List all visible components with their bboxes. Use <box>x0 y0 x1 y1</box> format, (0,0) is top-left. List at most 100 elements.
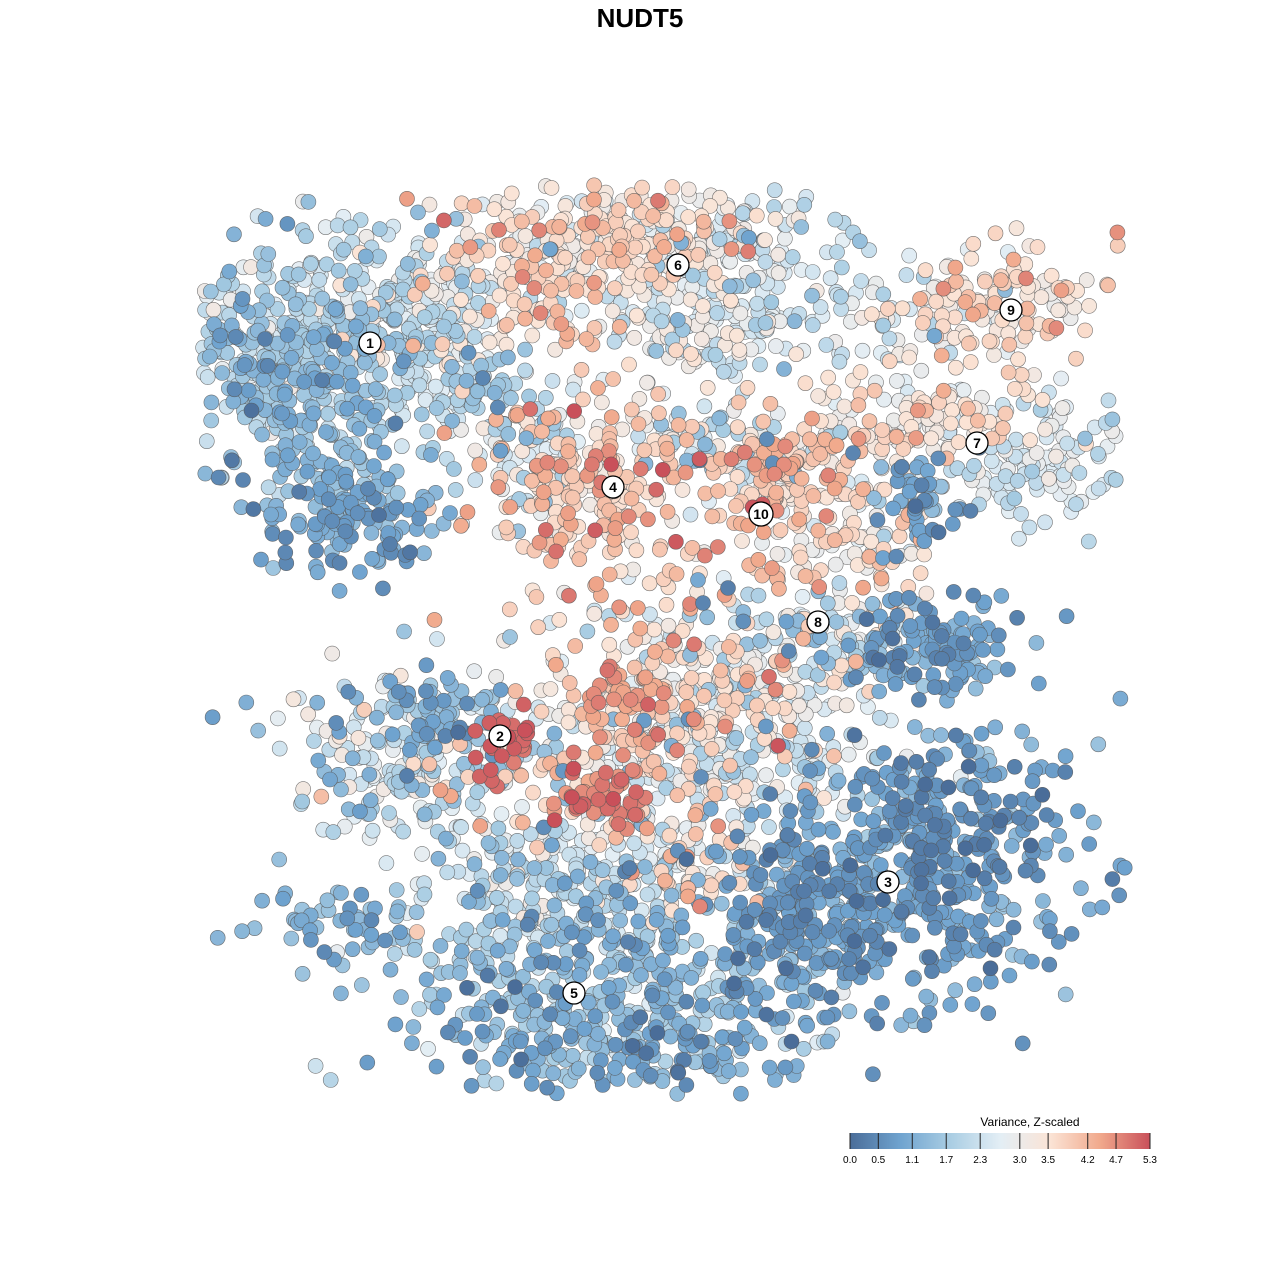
cell-point <box>731 342 748 358</box>
cell-point <box>386 311 403 328</box>
cell-point <box>770 265 787 281</box>
cell-point <box>1104 411 1121 428</box>
cell-point <box>264 451 281 468</box>
cell-point <box>469 1006 485 1022</box>
cell-point <box>498 960 515 977</box>
cell-point <box>481 334 498 351</box>
cell-point <box>535 484 552 500</box>
cell-point <box>732 305 749 322</box>
cell-point <box>648 343 665 359</box>
cell-point <box>781 722 798 739</box>
cell-point <box>490 479 507 496</box>
cell-point <box>578 331 595 347</box>
cell-point <box>587 289 604 305</box>
cell-point <box>626 721 643 738</box>
cell-point <box>730 394 747 411</box>
cell-point <box>873 570 890 587</box>
cell-point <box>983 890 1000 907</box>
cell-point <box>386 946 403 962</box>
cell-point <box>570 1060 587 1077</box>
cell-point <box>234 923 250 940</box>
cell-point <box>912 291 928 307</box>
cell-point <box>757 254 774 270</box>
cell-point <box>873 459 889 475</box>
cell-point <box>590 912 606 929</box>
cell-point <box>749 295 766 312</box>
cell-point <box>678 684 695 700</box>
cell-point <box>1024 773 1041 790</box>
cell-point <box>723 241 740 257</box>
cell-point <box>422 237 438 253</box>
cell-point <box>743 749 759 766</box>
cell-point <box>436 425 453 441</box>
cell-point <box>659 440 676 457</box>
cell-point <box>810 821 827 838</box>
cell-point <box>418 683 434 700</box>
cell-point <box>210 469 227 486</box>
cell-point <box>888 548 905 565</box>
cell-point <box>802 763 818 779</box>
cell-point <box>388 704 405 721</box>
cell-point <box>492 442 509 459</box>
cell-point <box>588 576 605 592</box>
cell-point <box>646 621 663 638</box>
cell-point <box>429 999 446 1016</box>
cell-point <box>853 273 869 289</box>
cell-point <box>764 560 780 576</box>
cell-point <box>697 485 714 502</box>
cell-point <box>642 606 658 623</box>
cell-point <box>1028 635 1045 651</box>
cell-point <box>820 467 837 484</box>
cell-point <box>656 239 672 255</box>
cell-point <box>411 377 428 394</box>
cell-point <box>955 382 972 399</box>
cell-point <box>611 599 628 616</box>
cell-point <box>309 694 326 711</box>
cell-point <box>254 892 270 909</box>
cell-point <box>228 329 244 345</box>
cell-point <box>324 645 341 662</box>
cell-point <box>947 982 964 999</box>
cell-point <box>271 851 288 868</box>
cell-point <box>1109 224 1126 241</box>
cell-point <box>697 436 713 453</box>
cell-point <box>452 965 468 981</box>
cell-point <box>819 1033 836 1050</box>
cell-point <box>770 246 787 263</box>
cell-point <box>743 806 760 823</box>
cell-point <box>429 631 445 647</box>
cell-point <box>805 488 822 504</box>
cell-point <box>388 882 405 898</box>
cell-point <box>651 541 668 558</box>
cell-point <box>912 565 929 582</box>
cell-point <box>731 848 748 865</box>
cell-point <box>573 302 590 319</box>
cell-point <box>786 313 803 330</box>
cell-point <box>628 307 645 324</box>
cell-point <box>916 546 933 563</box>
cell-point <box>876 745 892 761</box>
cell-point <box>523 1076 540 1092</box>
cell-point <box>748 207 765 224</box>
cell-point <box>353 977 370 993</box>
cell-point <box>424 222 440 239</box>
cell-point <box>683 346 699 362</box>
cell-point <box>561 675 578 691</box>
cell-point <box>551 219 568 235</box>
cell-point <box>910 402 926 419</box>
cell-point <box>502 629 518 645</box>
cell-point <box>344 377 361 394</box>
cell-point <box>366 408 383 424</box>
cell-point <box>1077 322 1093 339</box>
cell-point <box>372 366 388 383</box>
cell-point <box>769 546 786 562</box>
cell-point <box>1014 1035 1031 1052</box>
cell-point <box>271 740 288 757</box>
cell-point <box>1048 448 1064 465</box>
cell-point <box>844 595 860 611</box>
cell-point <box>799 840 815 857</box>
cell-point <box>1054 400 1071 417</box>
cell-point <box>607 520 624 537</box>
cell-point <box>664 179 681 195</box>
cell-point <box>695 213 712 230</box>
